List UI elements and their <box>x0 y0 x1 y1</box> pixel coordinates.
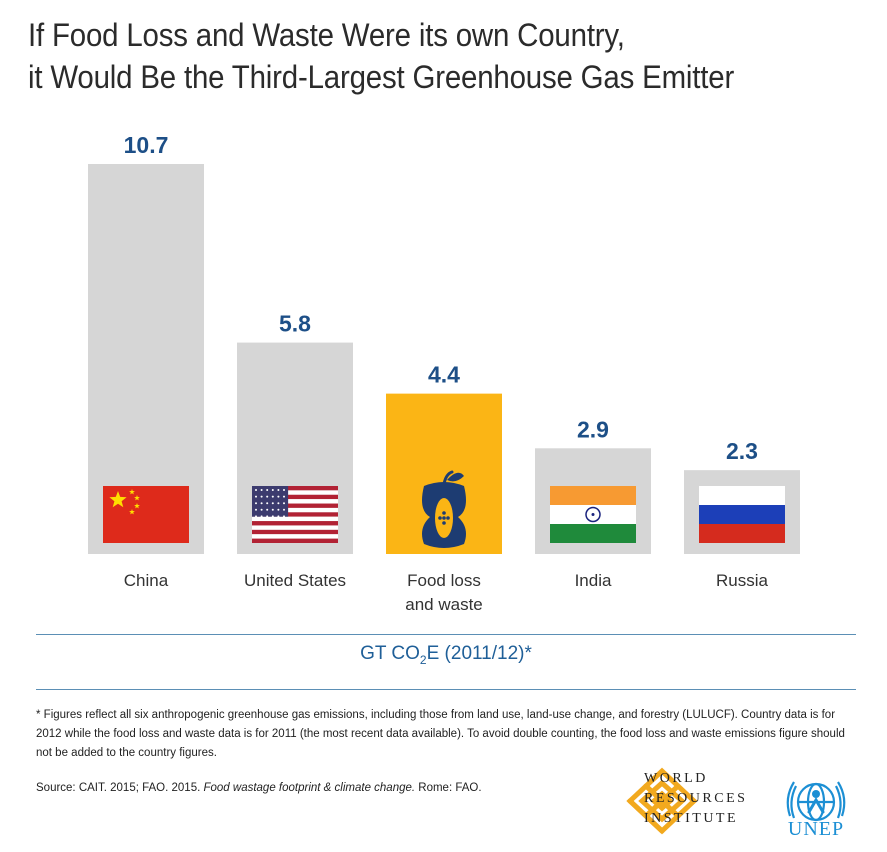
unit-suffix: E (2011/12)* <box>426 643 532 664</box>
unit-rule-top <box>36 634 856 635</box>
wri-line-2: RESOURCES <box>644 791 748 806</box>
category-label: China <box>124 571 169 590</box>
value-label: 2.9 <box>577 416 609 442</box>
unit-subscript: 2 <box>419 652 427 667</box>
source-title: Food wastage footprint & climate change. <box>203 782 416 794</box>
wri-line-3: INSTITUTE <box>644 811 739 826</box>
unit-label: GT CO2E (2011/12)* <box>36 643 856 667</box>
source-suffix: Rome: FAO. <box>415 782 482 794</box>
bar-group: 4.4 Food loss and waste <box>386 362 502 614</box>
bar-group: 2.9 India <box>535 416 651 590</box>
bar-group: 5.8 United States <box>237 311 353 590</box>
chart-title: If Food Loss and Waste Were its own Coun… <box>28 14 801 98</box>
category-label: Food loss and waste <box>405 571 483 614</box>
category-label: Russia <box>716 571 769 590</box>
category-label: United States <box>244 571 346 590</box>
bar-chart: 10.7 China 5.8 United States 4.4 Food loss and… <box>88 132 800 614</box>
wri-line-1: WORLD <box>644 771 708 786</box>
unit-prefix: GT CO <box>360 643 420 664</box>
source-note: Source: CAIT. 2015; FAO. 2015. Food wast… <box>36 782 556 794</box>
category-label: India <box>575 571 612 590</box>
china-flag-icon <box>103 486 189 543</box>
russia-flag-icon <box>699 486 785 543</box>
footnote: * Figures reflect all six anthropogenic … <box>36 709 845 759</box>
source-prefix: Source: CAIT. 2015; FAO. 2015. <box>36 782 204 794</box>
bar-group: 10.7 China <box>88 132 204 590</box>
unit-rule-bottom <box>36 689 856 690</box>
value-label: 5.8 <box>279 311 311 337</box>
wri-logo-icon <box>626 767 698 835</box>
india-flag-icon <box>550 486 636 543</box>
chart-title-line-2: it Would Be the Third-Largest Greenhouse… <box>28 59 735 95</box>
us-flag-icon <box>252 486 338 543</box>
value-label: 10.7 <box>124 132 169 158</box>
value-label: 4.4 <box>428 362 460 388</box>
chart-title-line-1: If Food Loss and Waste Were its own Coun… <box>28 17 625 53</box>
unep-logo-text: UNEP <box>787 818 845 840</box>
apple-core-icon <box>422 470 466 548</box>
unep-emblem-icon <box>786 781 846 822</box>
bar-group: 2.3 Russia <box>684 438 800 590</box>
wri-logo-text: WORLD RESOURCES INSTITUTE <box>644 769 747 829</box>
value-label: 2.3 <box>726 438 758 464</box>
